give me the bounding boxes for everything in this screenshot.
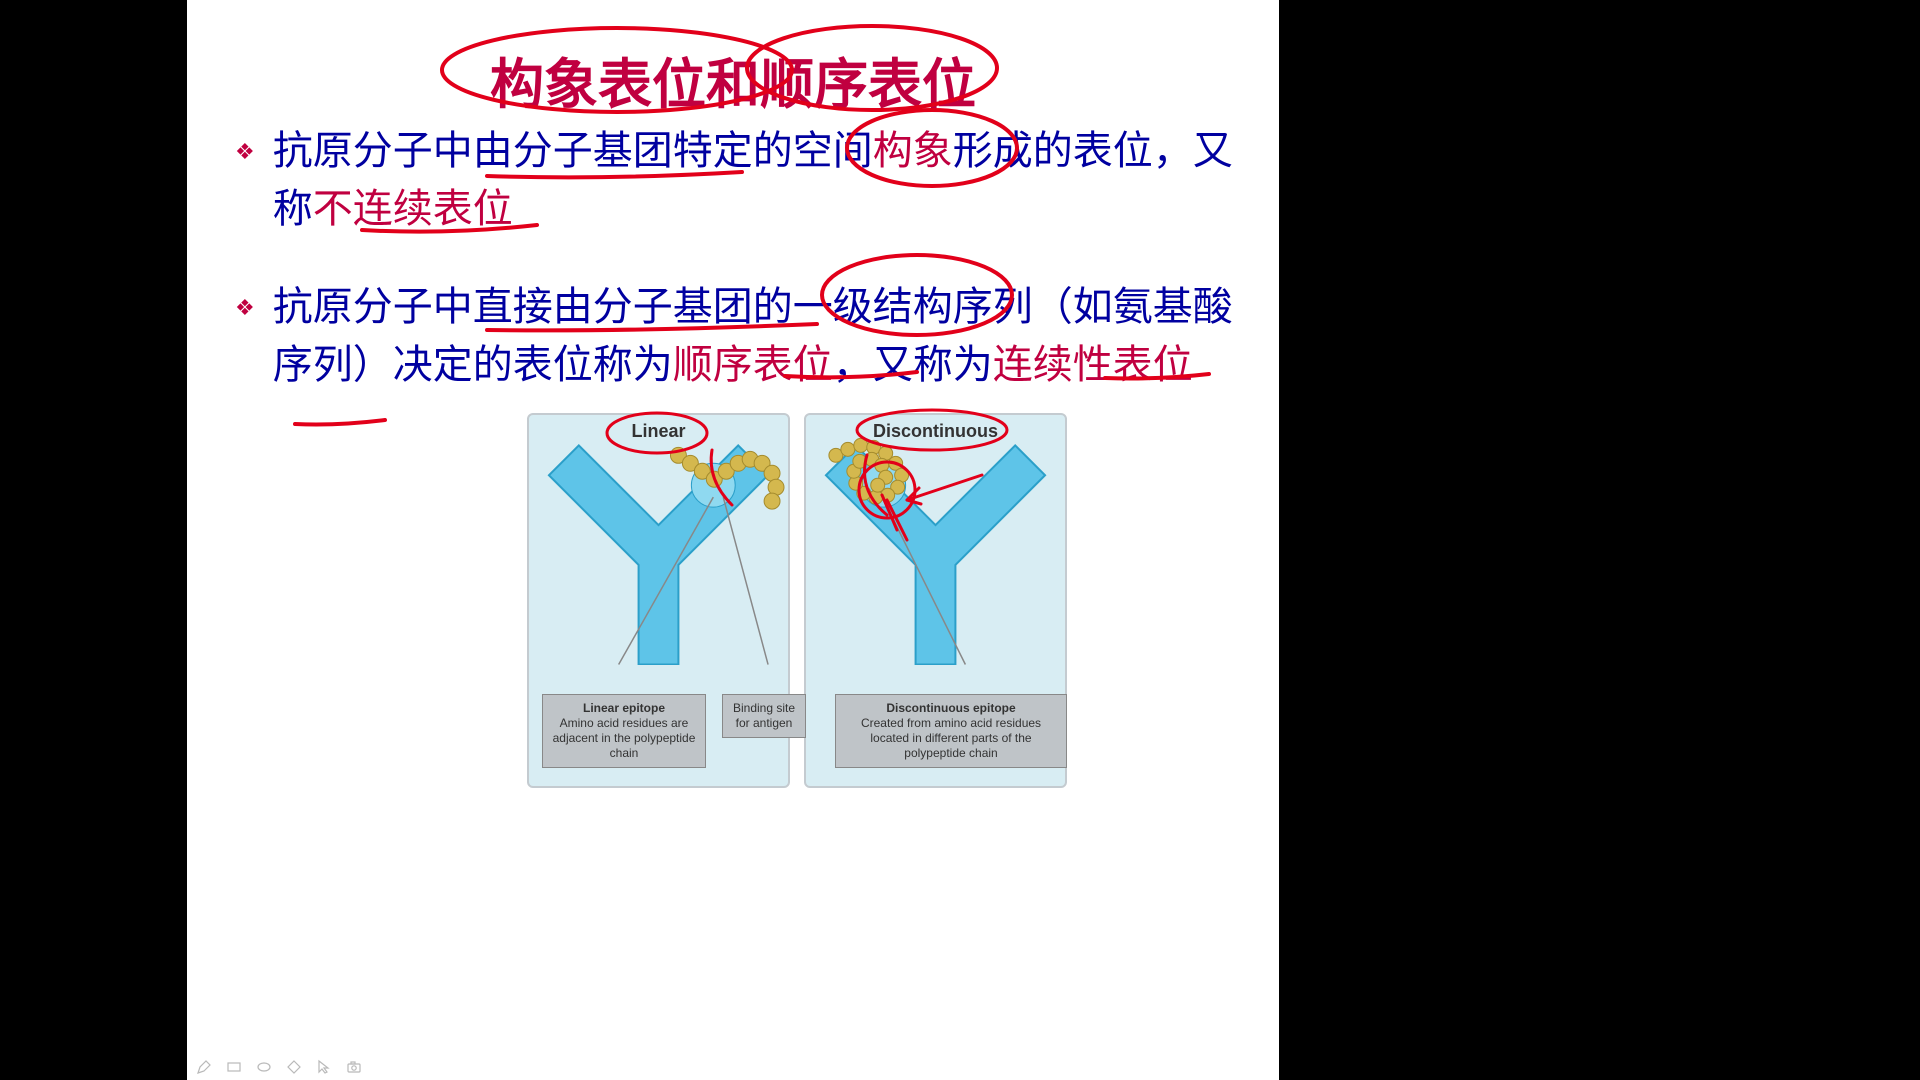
camera-icon[interactable] xyxy=(345,1058,363,1076)
caption-linear: Linear epitope Amino acid residues are a… xyxy=(542,694,706,768)
antibody-linear-svg xyxy=(529,415,788,665)
ellipse-icon[interactable] xyxy=(255,1058,273,1076)
pen-icon[interactable] xyxy=(195,1058,213,1076)
rect-icon[interactable] xyxy=(225,1058,243,1076)
bullet-2: ❖ 抗原分子中直接由分子基团的一级结构序列（如氨基酸序列）决定的表位称为顺序表位… xyxy=(235,278,1239,394)
antibody-discontinuous-svg xyxy=(806,415,1065,665)
caption-binding-site: Binding site for antigen xyxy=(722,694,806,738)
bullet-2-text: 抗原分子中直接由分子基团的一级结构序列（如氨基酸序列）决定的表位称为顺序表位，又… xyxy=(273,278,1239,394)
bullet-marker-icon: ❖ xyxy=(235,292,255,394)
bullet-marker-icon: ❖ xyxy=(235,136,255,238)
slide-title: 构象表位和顺序表位 xyxy=(187,40,1279,119)
presenter-toolbar xyxy=(195,1058,363,1076)
caption-discontinuous: Discontinuous epitope Created from amino… xyxy=(835,694,1067,768)
pointer-icon[interactable] xyxy=(315,1058,333,1076)
slide: 构象表位和顺序表位 ❖ 抗原分子中由分子基团特定的空间构象形成的表位，又称不连续… xyxy=(187,0,1279,1080)
bullet-1-text: 抗原分子中由分子基团特定的空间构象形成的表位，又称不连续表位 xyxy=(273,122,1239,238)
bullet-1: ❖ 抗原分子中由分子基团特定的空间构象形成的表位，又称不连续表位 xyxy=(235,122,1239,238)
diamond-icon[interactable] xyxy=(285,1058,303,1076)
